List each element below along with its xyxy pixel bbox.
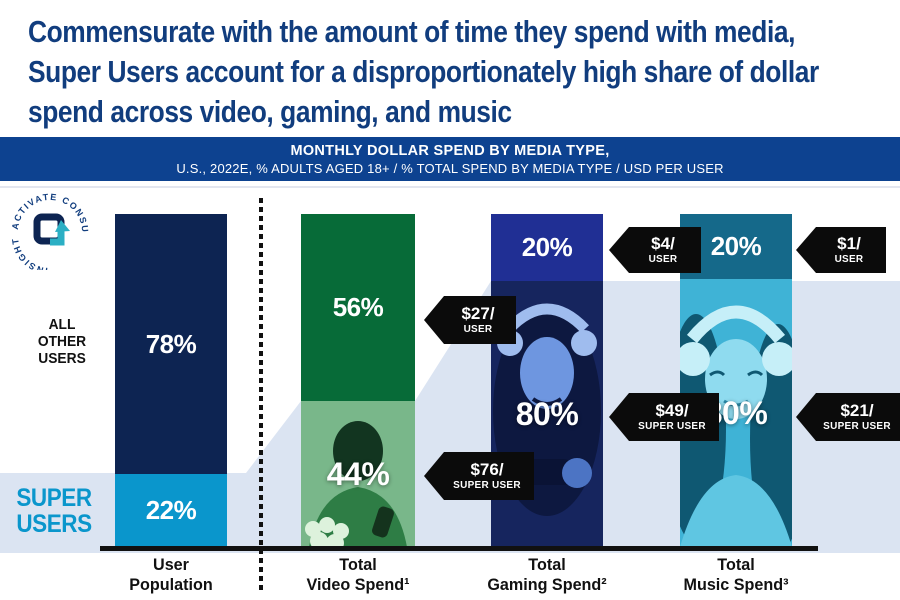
title-line-1: Commensurate with the amount of time the… [28, 14, 795, 49]
divider-dotted-line [259, 198, 263, 594]
all-other-line1: ALL [48, 316, 76, 333]
segment-super-users-population: 22% [115, 474, 227, 547]
x-axis-line [100, 546, 818, 551]
all-other-line3: USERS [38, 350, 86, 367]
super-users-line2: USERS [16, 510, 92, 538]
banner-divider [0, 186, 900, 188]
callout-label: USER [463, 323, 493, 335]
activate-consumer-insight-logo: ACTIVATE CONSUMER INSIGHT [6, 182, 90, 276]
category-line2: Music Spend³ [683, 575, 789, 594]
bar-user-population: 78% 22% [115, 214, 227, 547]
pct-label: 20% [521, 232, 573, 262]
callout-label: USER [834, 253, 864, 265]
category-line1: Total [717, 555, 755, 574]
callout-label: SUPER USER [453, 479, 521, 491]
category-label-user-population: User Population [105, 555, 238, 595]
category-label-video-spend: Total Video Spend¹ [292, 555, 425, 595]
pct-label: 44% [326, 455, 390, 492]
video-viewer-photo [301, 401, 415, 547]
pct-label: 56% [332, 292, 384, 322]
title-line-3: spend across video, gaming, and music [28, 94, 512, 129]
music-listener-photo [680, 279, 792, 547]
callout-music-super-user: $21/ SUPER USER [796, 393, 900, 441]
pct-label: 78% [145, 328, 197, 359]
callout-value: $27/ [461, 304, 495, 323]
category-line1: Total [528, 555, 566, 574]
pct-label: 22% [145, 495, 197, 525]
category-line2: Gaming Spend² [487, 575, 607, 594]
segment-all-other-users-gaming: 20% [491, 214, 603, 281]
pct-label: 80% [515, 395, 579, 432]
callout-value: $49/ [655, 401, 689, 420]
chart-title: MONTHLY DOLLAR SPEND BY MEDIA TYPE, [290, 142, 610, 159]
page-title: Commensurate with the amount of time the… [28, 12, 900, 132]
chart-subtitle: U.S., 2022E, % ADULTS AGED 18+ / % TOTAL… [176, 160, 724, 176]
callout-gaming-user: $4/ USER [609, 227, 701, 273]
segment-super-users-music: 80% [680, 279, 792, 547]
callout-video-user: $27/ USER [424, 296, 516, 344]
pct-label: 20% [710, 231, 762, 261]
category-line2: Video Spend¹ [306, 575, 410, 594]
title-line-2: Super Users account for a disproportiona… [28, 54, 819, 89]
callout-value: $4/ [651, 234, 675, 253]
chart-header-banner: MONTHLY DOLLAR SPEND BY MEDIA TYPE, U.S.… [0, 137, 900, 181]
segment-all-other-users-video: 56% [301, 214, 415, 401]
callout-value: $1/ [837, 234, 861, 253]
callout-label: SUPER USER [638, 420, 706, 432]
super-users-line1: SUPER [16, 484, 92, 512]
segment-all-other-users-population: 78% [115, 214, 227, 474]
category-label-music-spend: Total Music Spend³ [651, 555, 822, 595]
category-line2: Population [129, 575, 213, 594]
category-line1: Total [339, 555, 377, 574]
all-other-line2: OTHER [37, 333, 87, 350]
bar-video-spend: 56% 44% [301, 214, 415, 547]
callout-label: USER [648, 253, 678, 265]
callout-value: $21/ [840, 401, 874, 420]
callout-music-user: $1/ USER [796, 227, 886, 273]
all-other-users-label: ALL OTHER USERS [27, 316, 97, 367]
logo-circle [11, 191, 89, 269]
category-label-gaming-spend: Total Gaming Spend² [462, 555, 633, 595]
bar-music-spend: 20% 80% [680, 214, 792, 547]
callout-video-super-user: $76/ SUPER USER [424, 452, 534, 500]
category-line1: User [153, 555, 189, 574]
callout-value: $76/ [470, 460, 504, 479]
segment-super-users-video: 44% [301, 401, 415, 547]
callout-label: SUPER USER [823, 420, 891, 432]
super-users-label: SUPER USERS [7, 485, 101, 537]
callout-gaming-super-user: $49/ SUPER USER [609, 393, 719, 441]
logo-mark-icon [33, 213, 70, 246]
